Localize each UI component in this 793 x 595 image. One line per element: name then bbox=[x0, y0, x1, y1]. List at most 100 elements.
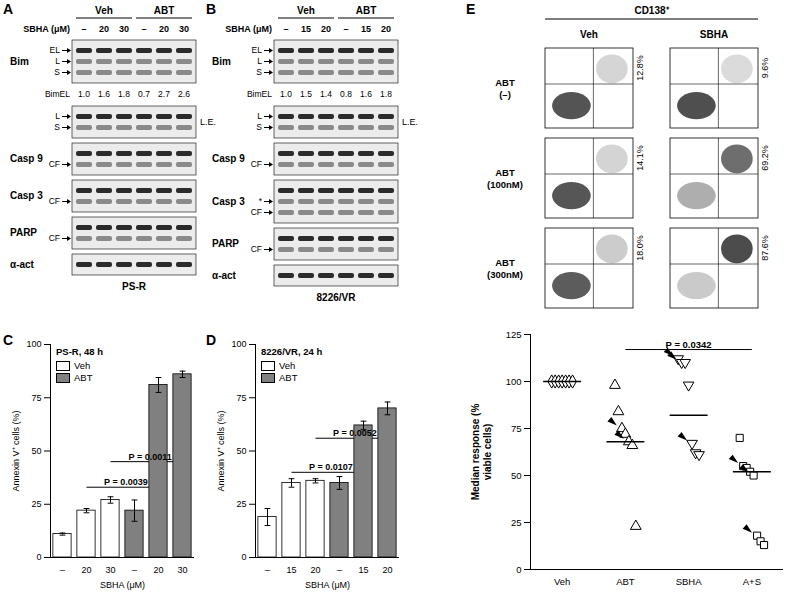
svg-text:SBHA (μM): SBHA (μM) bbox=[23, 24, 70, 34]
svg-text:Veh: Veh bbox=[554, 576, 570, 587]
svg-text:0.8: 0.8 bbox=[340, 89, 352, 99]
svg-text:100: 100 bbox=[231, 339, 246, 349]
svg-text:–: – bbox=[81, 24, 86, 34]
svg-text:ABT: ABT bbox=[616, 576, 635, 587]
svg-text:15: 15 bbox=[358, 565, 368, 575]
svg-text:*: * bbox=[259, 196, 263, 206]
svg-text:1.8: 1.8 bbox=[118, 89, 130, 99]
svg-text:ABT: ABT bbox=[495, 77, 515, 88]
svg-text:69.2%: 69.2% bbox=[760, 145, 770, 171]
svg-text:12.8%: 12.8% bbox=[635, 55, 645, 81]
svg-text:Veh: Veh bbox=[580, 29, 598, 40]
svg-text:100: 100 bbox=[506, 376, 522, 387]
svg-text:14.1%: 14.1% bbox=[635, 145, 645, 171]
svg-text:30: 30 bbox=[179, 24, 189, 34]
svg-text:α-act: α-act bbox=[10, 259, 35, 270]
svg-text:2.7: 2.7 bbox=[158, 89, 170, 99]
svg-text:20: 20 bbox=[81, 565, 91, 575]
svg-text:30: 30 bbox=[105, 565, 115, 575]
svg-text:CF: CF bbox=[251, 159, 262, 169]
svg-text:ABT: ABT bbox=[495, 167, 515, 178]
svg-text:125: 125 bbox=[506, 329, 522, 340]
svg-text:1.6: 1.6 bbox=[360, 89, 372, 99]
svg-text:P = 0.0107: P = 0.0107 bbox=[309, 462, 353, 472]
svg-text:CF: CF bbox=[49, 196, 60, 206]
svg-text:18.0%: 18.0% bbox=[635, 235, 645, 261]
svg-text:–: – bbox=[283, 24, 288, 34]
svg-text:1.4: 1.4 bbox=[320, 89, 332, 99]
svg-text:87.6%: 87.6% bbox=[760, 235, 770, 261]
svg-text:A+S: A+S bbox=[743, 576, 761, 587]
svg-text:BimEL: BimEL bbox=[247, 89, 272, 99]
svg-text:ABT: ABT bbox=[356, 5, 377, 16]
svg-text:EL: EL bbox=[50, 45, 61, 55]
svg-text:25: 25 bbox=[236, 499, 246, 509]
svg-text:L.E.: L.E. bbox=[200, 117, 216, 127]
svg-text:EL: EL bbox=[252, 45, 263, 55]
svg-text:CF: CF bbox=[251, 244, 262, 254]
svg-text:50: 50 bbox=[31, 446, 41, 456]
svg-text:Bim: Bim bbox=[212, 56, 231, 67]
svg-text:Casp 3: Casp 3 bbox=[10, 190, 43, 201]
svg-text:α-act: α-act bbox=[212, 270, 237, 281]
svg-text:1.5: 1.5 bbox=[300, 89, 312, 99]
svg-text:PARP: PARP bbox=[10, 227, 37, 238]
svg-text:(300nM): (300nM) bbox=[487, 269, 523, 280]
svg-text:50: 50 bbox=[236, 446, 246, 456]
svg-text:1.8: 1.8 bbox=[380, 89, 392, 99]
svg-text:20: 20 bbox=[99, 24, 109, 34]
svg-text:–: – bbox=[265, 565, 270, 575]
svg-text:Annexin V⁺ cells (%): Annexin V⁺ cells (%) bbox=[216, 410, 226, 491]
svg-text:25: 25 bbox=[31, 499, 41, 509]
svg-text:75: 75 bbox=[511, 423, 522, 434]
svg-text:8226/VR: 8226/VR bbox=[317, 292, 357, 303]
svg-text:–: – bbox=[343, 24, 348, 34]
svg-text:15: 15 bbox=[361, 24, 371, 34]
svg-text:P = 0.0011: P = 0.0011 bbox=[129, 452, 172, 462]
svg-text:PS-R: PS-R bbox=[122, 281, 147, 292]
svg-text:PARP: PARP bbox=[212, 238, 239, 249]
svg-text:Veh: Veh bbox=[95, 5, 113, 16]
svg-text:0.7: 0.7 bbox=[138, 89, 150, 99]
svg-text:15: 15 bbox=[286, 565, 296, 575]
svg-text:Bim: Bim bbox=[10, 56, 29, 67]
svg-text:–: – bbox=[141, 24, 146, 34]
svg-text:25: 25 bbox=[511, 517, 522, 528]
svg-text:Casp 9: Casp 9 bbox=[212, 153, 245, 164]
svg-text:(100nM): (100nM) bbox=[487, 179, 523, 190]
svg-text:E: E bbox=[466, 1, 475, 17]
svg-text:D: D bbox=[206, 332, 216, 348]
svg-text:100: 100 bbox=[26, 339, 41, 349]
svg-text:Casp 3: Casp 3 bbox=[212, 196, 245, 207]
svg-text:S: S bbox=[256, 67, 262, 77]
svg-text:CF: CF bbox=[49, 159, 60, 169]
svg-text:20: 20 bbox=[382, 565, 392, 575]
svg-text:20: 20 bbox=[321, 24, 331, 34]
svg-text:Annexin V⁺ cells (%): Annexin V⁺ cells (%) bbox=[11, 410, 21, 491]
svg-text:L: L bbox=[55, 111, 60, 121]
svg-text:SBHA: SBHA bbox=[676, 576, 703, 587]
svg-text:1.6: 1.6 bbox=[98, 89, 110, 99]
svg-text:P = 0.0039: P = 0.0039 bbox=[104, 477, 148, 487]
svg-text:B: B bbox=[206, 1, 216, 17]
svg-text:P = 0.0052: P = 0.0052 bbox=[333, 428, 377, 438]
svg-text:50: 50 bbox=[511, 470, 522, 481]
svg-text:Veh: Veh bbox=[297, 5, 315, 16]
svg-text:S: S bbox=[54, 67, 60, 77]
svg-text:75: 75 bbox=[236, 393, 246, 403]
svg-text:C: C bbox=[3, 332, 13, 348]
svg-text:ABT: ABT bbox=[495, 257, 515, 268]
svg-text:BimEL: BimEL bbox=[45, 89, 70, 99]
svg-text:20: 20 bbox=[153, 565, 163, 575]
svg-text:SBHA (μM): SBHA (μM) bbox=[225, 24, 272, 34]
svg-text:0: 0 bbox=[36, 552, 41, 562]
svg-text:Casp 9: Casp 9 bbox=[10, 153, 43, 164]
svg-text:–: – bbox=[337, 565, 342, 575]
svg-text:L: L bbox=[257, 56, 262, 66]
svg-text:S: S bbox=[54, 122, 60, 132]
svg-text:SBHA: SBHA bbox=[700, 29, 728, 40]
svg-text:SBHA (μM): SBHA (μM) bbox=[100, 580, 145, 590]
svg-text:L.E.: L.E. bbox=[402, 117, 418, 127]
svg-text:30: 30 bbox=[177, 565, 187, 575]
svg-text:1.0: 1.0 bbox=[78, 89, 90, 99]
